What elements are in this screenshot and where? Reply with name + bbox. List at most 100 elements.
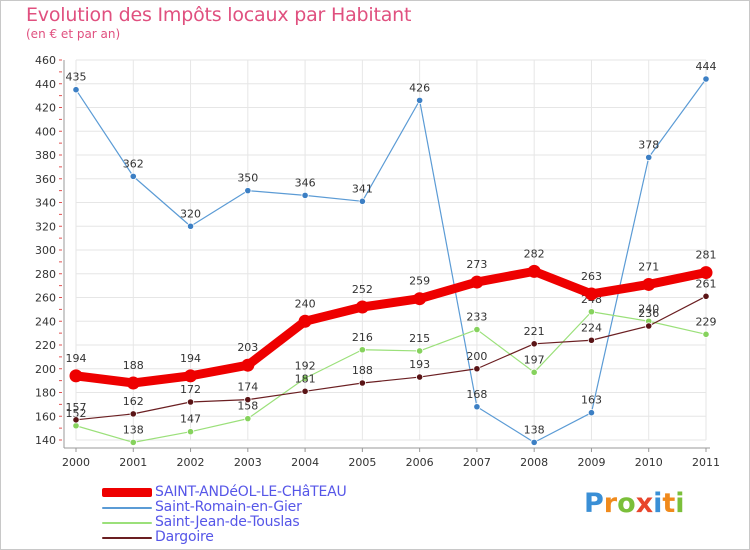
data-point-2 bbox=[587, 308, 596, 316]
y-tick-label: 340 bbox=[35, 197, 56, 210]
data-point-1 bbox=[129, 172, 137, 180]
y-tick-label: 320 bbox=[35, 220, 56, 233]
data-label-1: 320 bbox=[180, 207, 201, 220]
data-point-2 bbox=[473, 325, 481, 334]
data-point-0 bbox=[126, 376, 140, 390]
data-label-1: 163 bbox=[581, 394, 602, 407]
data-point-1 bbox=[645, 153, 653, 161]
data-label-0: 240 bbox=[295, 297, 316, 310]
data-label-0: 281 bbox=[696, 249, 717, 262]
data-point-0 bbox=[584, 287, 598, 301]
y-tick-label: 300 bbox=[35, 244, 56, 257]
data-point-3 bbox=[244, 396, 252, 404]
data-point-2 bbox=[301, 374, 309, 382]
legend-swatch bbox=[102, 537, 152, 539]
x-tick-label: 2006 bbox=[406, 456, 434, 469]
x-tick-label: 2005 bbox=[348, 456, 376, 469]
x-tick-label: 2010 bbox=[635, 456, 663, 469]
legend-label: Dargoire bbox=[155, 529, 214, 545]
legend-label: SAINT-ANDéOL-LE-CHâTEAU bbox=[155, 484, 347, 500]
x-tick-label: 2002 bbox=[177, 456, 205, 469]
y-tick-label: 360 bbox=[35, 173, 56, 186]
data-label-2: 158 bbox=[237, 400, 258, 413]
data-point-2 bbox=[416, 347, 424, 355]
data-point-1 bbox=[301, 191, 309, 199]
data-label-1: 350 bbox=[237, 172, 258, 185]
data-point-2 bbox=[530, 368, 538, 376]
logo-letter: i bbox=[653, 488, 663, 519]
data-label-0: 271 bbox=[638, 260, 659, 273]
x-tick-label: 2000 bbox=[62, 456, 90, 469]
data-point-1 bbox=[244, 187, 252, 195]
y-tick-label: 460 bbox=[35, 54, 56, 67]
data-label-2: 215 bbox=[409, 332, 430, 345]
data-label-1: 168 bbox=[466, 388, 487, 401]
proxiti-logo: Proxiti bbox=[584, 488, 685, 519]
data-label-1: 362 bbox=[123, 157, 144, 170]
data-label-0: 263 bbox=[581, 270, 602, 283]
data-label-0: 203 bbox=[237, 341, 258, 354]
data-label-1: 378 bbox=[638, 138, 659, 151]
data-point-1 bbox=[416, 96, 424, 104]
data-label-3: 162 bbox=[123, 395, 144, 408]
data-point-3 bbox=[358, 379, 366, 387]
y-tick-label: 140 bbox=[35, 434, 56, 447]
data-point-1 bbox=[473, 403, 481, 411]
data-point-0 bbox=[69, 369, 83, 383]
x-tick-label: 2007 bbox=[463, 456, 491, 469]
legend-item: Saint-Jean-de-Touslas bbox=[102, 514, 402, 530]
chart-title: Evolution des Impôts locaux par Habitant bbox=[26, 4, 412, 26]
data-label-3: 188 bbox=[352, 364, 373, 377]
legend-swatch bbox=[102, 488, 152, 497]
data-point-1 bbox=[358, 197, 366, 205]
data-label-2: 192 bbox=[295, 359, 316, 372]
data-point-1 bbox=[530, 438, 538, 446]
legend-label: Saint-Jean-de-Touslas bbox=[155, 514, 300, 530]
data-label-3: 261 bbox=[696, 277, 717, 290]
data-point-3 bbox=[301, 387, 309, 395]
data-label-1: 341 bbox=[352, 182, 373, 195]
legend-item: SAINT-ANDéOL-LE-CHâTEAU bbox=[102, 484, 402, 500]
data-point-0 bbox=[642, 277, 656, 291]
data-point-2 bbox=[358, 346, 366, 354]
data-point-1 bbox=[702, 75, 710, 83]
data-label-3: 236 bbox=[638, 307, 659, 320]
data-point-1 bbox=[587, 409, 596, 417]
data-label-3: 172 bbox=[180, 383, 201, 396]
series-line-1 bbox=[75, 78, 707, 443]
y-tick-label: 400 bbox=[35, 125, 56, 138]
data-point-3 bbox=[72, 416, 80, 424]
x-tick-label: 2001 bbox=[119, 456, 147, 469]
x-tick-label: 2003 bbox=[234, 456, 262, 469]
data-label-0: 194 bbox=[66, 352, 87, 365]
data-label-3: 174 bbox=[237, 381, 258, 394]
y-tick-label: 160 bbox=[35, 410, 56, 423]
y-tick-label: 280 bbox=[35, 268, 56, 281]
logo-letter: t bbox=[662, 488, 676, 519]
data-point-0 bbox=[699, 266, 713, 280]
data-label-0: 273 bbox=[466, 258, 487, 271]
legend-swatch bbox=[102, 507, 152, 509]
data-point-3 bbox=[530, 340, 538, 348]
data-label-3: 200 bbox=[466, 350, 487, 363]
data-label-0: 282 bbox=[524, 247, 545, 260]
data-point-0 bbox=[413, 292, 427, 306]
data-point-1 bbox=[186, 222, 195, 230]
data-point-0 bbox=[527, 264, 541, 278]
data-label-3: 181 bbox=[295, 372, 316, 385]
data-label-0: 188 bbox=[123, 359, 144, 372]
y-tick-label: 380 bbox=[35, 149, 56, 162]
data-label-2: 152 bbox=[66, 407, 87, 420]
series-line-2 bbox=[75, 311, 707, 443]
data-label-2: 216 bbox=[352, 331, 373, 344]
data-point-2 bbox=[129, 438, 137, 446]
data-label-1: 444 bbox=[696, 60, 717, 73]
logo-letter: x bbox=[635, 488, 654, 519]
data-label-1: 346 bbox=[295, 176, 316, 189]
data-point-3 bbox=[129, 410, 137, 418]
data-label-0: 194 bbox=[180, 352, 201, 365]
data-point-1 bbox=[72, 86, 80, 94]
data-label-3: 193 bbox=[409, 358, 430, 371]
data-label-2: 197 bbox=[524, 353, 545, 366]
y-tick-label: 220 bbox=[35, 339, 56, 352]
